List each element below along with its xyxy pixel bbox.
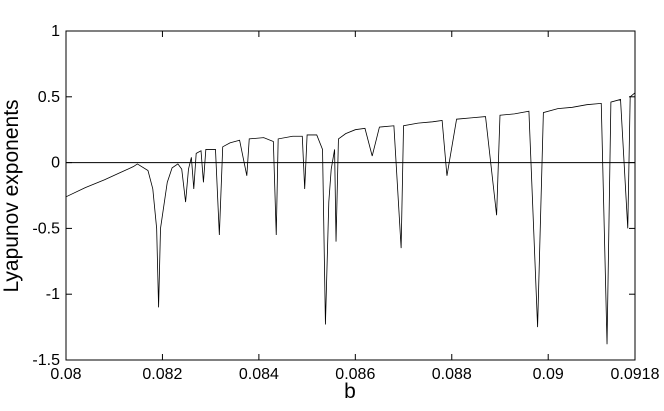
plot-frame [65,30,636,361]
y-tick-label: 0.5 [38,89,60,106]
y-tick-label: 0 [51,155,60,172]
x-tick-label: 0.08 [50,366,81,383]
y-tick-label: -1 [46,286,60,303]
x-tick-label: 0.082 [142,366,182,383]
data-line [65,92,636,345]
x-tick-label: 0.09 [533,366,564,383]
y-tick-label: -1.5 [32,352,60,369]
y-tick-label: 1 [51,23,60,40]
x-tick-label: 0.084 [239,366,279,383]
x-tick-label: 0.086 [335,366,375,383]
y-tick-label: -0.5 [32,220,60,237]
y-axis-label: Lyapunov exponents [0,99,23,292]
x-tick-label: 0.0918 [611,366,660,383]
x-axis-label: b [344,380,356,403]
x-tick-label: 0.088 [432,366,472,383]
